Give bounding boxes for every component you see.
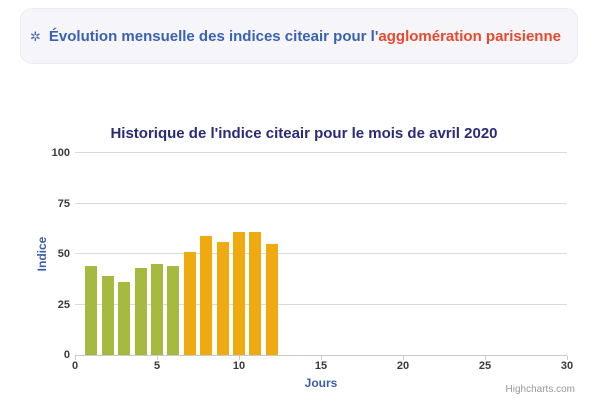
y-tick-label-75: 75 bbox=[57, 197, 70, 210]
x-tick-mark-30 bbox=[567, 356, 568, 360]
x-tick-mark-20 bbox=[403, 356, 404, 360]
bar-day-7[interactable] bbox=[183, 251, 196, 355]
bar-day-1[interactable] bbox=[85, 266, 98, 355]
gridline-y-75 bbox=[75, 202, 567, 204]
x-tick-mark-25 bbox=[485, 356, 486, 360]
gridline-y-25 bbox=[75, 303, 567, 305]
y-tick-label-25: 25 bbox=[57, 298, 70, 311]
bar-day-10[interactable] bbox=[233, 231, 245, 355]
bar-day-2[interactable] bbox=[101, 276, 114, 355]
bar-day-8[interactable] bbox=[200, 235, 213, 355]
banner-title: Évolution mensuelle des indices citeair … bbox=[49, 28, 561, 45]
chart-container: Historique de l'indice citeair pour le m… bbox=[30, 110, 578, 400]
chart-title: Historique de l'indice citeair pour le m… bbox=[110, 125, 498, 142]
gridline-y-100 bbox=[75, 152, 567, 153]
x-axis-tick-labels: 0 5 10 15 20 25 30 bbox=[71, 360, 573, 374]
x-tick-mark-10 bbox=[239, 356, 240, 360]
x-tick-label-0: 0 bbox=[71, 360, 79, 372]
x-tick-label-10: 10 bbox=[232, 360, 246, 372]
gridline-y-50 bbox=[75, 253, 567, 254]
y-tick-label-0: 0 bbox=[63, 349, 70, 361]
banner-title-highlight: agglomération parisienne bbox=[378, 27, 561, 45]
sparkle-icon: ✲ bbox=[30, 28, 41, 44]
x-tick-label-15: 15 bbox=[314, 360, 328, 372]
highcharts-credit-link[interactable]: Highcharts.com bbox=[505, 384, 575, 395]
bar-day-12[interactable] bbox=[265, 243, 278, 355]
bar-day-9[interactable] bbox=[216, 241, 229, 355]
x-tick-label-5: 5 bbox=[153, 360, 161, 372]
bar-day-11[interactable] bbox=[249, 231, 262, 355]
x-tick-label-20: 20 bbox=[396, 360, 410, 372]
x-tick-label-25: 25 bbox=[478, 360, 492, 372]
bar-day-6[interactable] bbox=[167, 266, 180, 355]
x-tick-mark-0 bbox=[75, 356, 76, 360]
bar-day-5[interactable] bbox=[151, 264, 163, 355]
banner-title-main: Évolution mensuelle des indices citeair … bbox=[48, 27, 379, 45]
header-banner: ✲ Évolution mensuelle des indices citeai… bbox=[20, 8, 578, 64]
bar-day-3[interactable] bbox=[118, 282, 131, 355]
y-axis-title: Indice bbox=[35, 236, 49, 272]
plot-area bbox=[75, 152, 568, 360]
x-axis-title: Jours bbox=[304, 376, 338, 390]
bar-day-4[interactable] bbox=[134, 268, 147, 355]
x-tick-mark-15 bbox=[321, 356, 322, 360]
y-axis-tick-labels: 0 25 50 75 100 bbox=[30, 147, 70, 361]
y-tick-label-100: 100 bbox=[51, 147, 70, 159]
x-tick-label-30: 30 bbox=[560, 360, 574, 372]
y-tick-label-50: 50 bbox=[57, 248, 70, 260]
x-tick-mark-5 bbox=[157, 356, 158, 360]
